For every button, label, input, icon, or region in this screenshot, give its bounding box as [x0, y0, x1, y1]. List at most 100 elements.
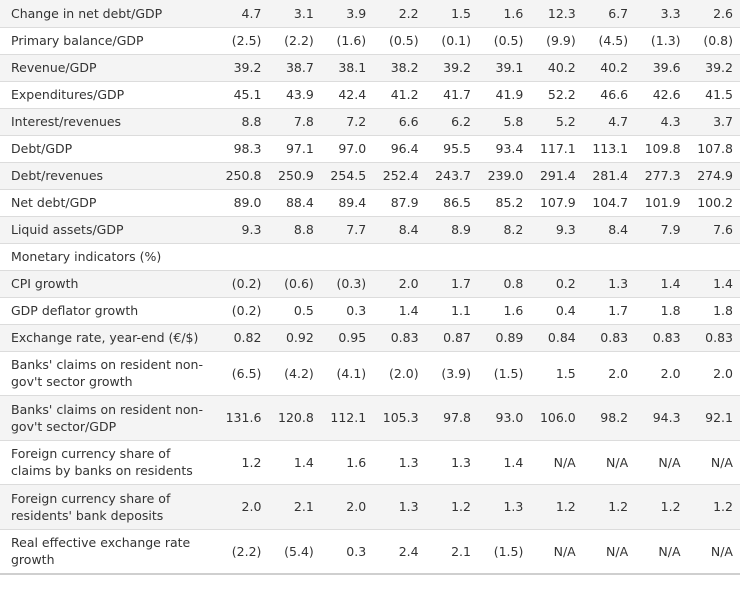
value-cell: 4.3: [660, 114, 681, 129]
value-cell: 12.3: [547, 5, 576, 21]
value-cell: 3.3: [660, 5, 681, 21]
value-cell: 8.4: [398, 222, 419, 237]
value-cell: 3.9: [346, 5, 367, 21]
value-cell: 1.7: [608, 303, 629, 318]
row-label: Banks' claims on resident non-gov't sect…: [11, 357, 203, 390]
value-cell: 1.6: [503, 5, 524, 21]
value-cell: 0.87: [443, 330, 471, 345]
table-row: CPI growth (0.2) (0.6) (0.3) 2.0 1.7 0.8 0.2 1.3…: [0, 270, 740, 297]
value-cell: N/A: [606, 454, 629, 470]
value-cell: 41.7: [443, 87, 471, 102]
value-cell: 5.8: [503, 114, 524, 129]
row-label: Debt/revenues: [11, 168, 104, 183]
value-cell: 1.8: [713, 303, 733, 318]
value-cell: 1.2: [660, 499, 681, 515]
value-cell: 0.2: [555, 276, 576, 291]
value-cell: N/A: [658, 454, 681, 470]
value-cell: 7.8: [293, 114, 314, 129]
value-cell: N/A: [710, 454, 733, 470]
value-cell: (5.4): [284, 543, 314, 559]
value-cell: (4.1): [336, 365, 367, 381]
value-cell: 8.8: [241, 114, 262, 129]
value-cell: 105.3: [382, 410, 419, 426]
value-cell: 2.4: [398, 543, 419, 559]
value-cell: 89.0: [233, 195, 262, 210]
table-row: Banks' claims on resident non-gov't sect…: [0, 351, 740, 396]
value-cell: 6.6: [398, 114, 419, 129]
value-cell: 92.1: [705, 410, 733, 426]
value-cell: 52.2: [547, 87, 576, 102]
value-cell: 0.95: [338, 330, 367, 345]
table-row: Monetary indicators (%): [0, 243, 740, 270]
value-cell: [373, 243, 425, 270]
value-cell: (2.5): [231, 33, 262, 48]
value-cell: (2.2): [231, 543, 262, 559]
value-cell: 93.0: [495, 410, 524, 426]
value-cell: [216, 243, 268, 270]
value-cell: 254.5: [330, 168, 367, 183]
value-cell: [530, 243, 582, 270]
value-cell: 107.8: [697, 141, 733, 156]
row-label: Net debt/GDP: [11, 195, 97, 210]
value-cell: 1.2: [713, 499, 733, 515]
value-cell: 112.1: [330, 410, 367, 426]
table-row: GDP deflator growth (0.2) 0.5 0.3 1.4 1.1 1.6 0…: [0, 297, 740, 324]
value-cell: (3.9): [441, 365, 471, 381]
value-cell: (0.5): [493, 33, 524, 48]
value-cell: 1.2: [608, 499, 629, 515]
value-cell: 3.7: [713, 114, 733, 129]
value-cell: 1.6: [346, 454, 367, 470]
value-cell: (2.0): [388, 365, 419, 381]
row-label: Interest/revenues: [11, 114, 122, 129]
value-cell: 3.1: [293, 5, 314, 21]
value-cell: 107.9: [539, 195, 576, 210]
table-row: Primary balance/GDP (2.5) (2.2) (1.6) (0.5) (…: [0, 27, 740, 54]
value-cell: 94.3: [652, 410, 681, 426]
value-cell: 40.2: [547, 60, 576, 75]
value-cell: 1.4: [503, 454, 524, 470]
value-cell: 97.0: [338, 141, 367, 156]
value-cell: 100.2: [697, 195, 733, 210]
value-cell: 88.4: [285, 195, 314, 210]
value-cell: 104.7: [592, 195, 629, 210]
value-cell: 8.2: [503, 222, 524, 237]
value-cell: 2.1: [293, 499, 314, 515]
table-row: Interest/revenues 8.8 7.8 7.2 6.6 6.2 5.8 5.2 4.…: [0, 108, 740, 135]
value-cell: N/A: [553, 543, 576, 559]
value-cell: 117.1: [539, 141, 576, 156]
table-row: Expenditures/GDP 45.1 43.9 42.4 41.2 41.7 41.9…: [0, 81, 740, 108]
value-cell: 4.7: [608, 114, 629, 129]
value-cell: 89.4: [338, 195, 367, 210]
value-cell: 2.6: [713, 5, 733, 21]
table-body: Change in net debt/GDP 4.7 3.1 3.9 2.2 1.5 1.6…: [0, 0, 740, 574]
value-cell: 38.1: [338, 60, 367, 75]
value-cell: 250.8: [225, 168, 262, 183]
table-row: Revenue/GDP 39.2 38.7 38.1 38.2 39.2 39.1 40.2 4…: [0, 54, 740, 81]
row-label: Revenue/GDP: [11, 60, 97, 75]
value-cell: 6.7: [608, 5, 629, 21]
indicators-table: Change in net debt/GDP 4.7 3.1 3.9 2.2 1.5 1.6…: [0, 0, 740, 574]
value-cell: 46.6: [600, 87, 629, 102]
value-cell: (2.2): [284, 33, 314, 48]
row-label: Primary balance/GDP: [11, 33, 144, 48]
value-cell: 0.4: [555, 303, 576, 318]
value-cell: 1.4: [398, 303, 419, 318]
value-cell: 1.3: [398, 454, 419, 470]
row-label: Banks' claims on resident non-gov't sect…: [11, 401, 203, 434]
table-row: Debt/revenues 250.8 250.9 254.5 252.4 243.7 23…: [0, 162, 740, 189]
value-cell: (0.3): [336, 276, 367, 291]
value-cell: 9.3: [241, 222, 262, 237]
row-label: Exchange rate, year-end (€/$): [11, 330, 199, 345]
value-cell: 39.2: [443, 60, 471, 75]
row-label: GDP deflator growth: [11, 303, 139, 318]
value-cell: 5.2: [555, 114, 576, 129]
table-row: Change in net debt/GDP 4.7 3.1 3.9 2.2 1.5 1.6…: [0, 0, 740, 27]
value-cell: 274.9: [697, 168, 733, 183]
value-cell: [635, 243, 687, 270]
value-cell: (0.6): [284, 276, 314, 291]
value-cell: 0.5: [293, 303, 314, 318]
value-cell: N/A: [710, 543, 733, 559]
value-cell: 1.4: [660, 276, 681, 291]
row-label: Foreign currency share of claims by bank…: [11, 446, 193, 479]
value-cell: 7.6: [713, 222, 733, 237]
